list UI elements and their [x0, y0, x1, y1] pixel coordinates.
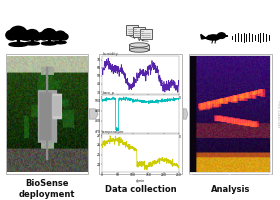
Ellipse shape: [9, 42, 27, 46]
Bar: [17, 37, 19, 45]
Ellipse shape: [52, 34, 60, 40]
Y-axis label: FREQUENCY (kHz): FREQUENCY (kHz): [279, 101, 280, 127]
FancyBboxPatch shape: [189, 54, 272, 174]
Bar: [48, 38, 50, 44]
Ellipse shape: [42, 29, 56, 40]
Ellipse shape: [39, 32, 49, 40]
Text: Analysis: Analysis: [211, 184, 250, 194]
Bar: [129, 45, 149, 50]
Text: baro_p: baro_p: [102, 91, 114, 95]
Ellipse shape: [129, 43, 149, 47]
Text: humidity: humidity: [102, 52, 118, 56]
Text: temperature: temperature: [102, 130, 125, 134]
Ellipse shape: [60, 34, 68, 40]
Ellipse shape: [18, 30, 31, 40]
Polygon shape: [90, 109, 98, 119]
Ellipse shape: [49, 32, 59, 40]
Text: BioSense
deployment: BioSense deployment: [19, 179, 75, 199]
Text: Data collection: Data collection: [105, 184, 176, 194]
X-axis label: d_min: d_min: [136, 179, 145, 183]
FancyBboxPatch shape: [140, 29, 152, 39]
Ellipse shape: [26, 30, 39, 40]
Ellipse shape: [129, 48, 149, 52]
FancyBboxPatch shape: [133, 27, 145, 37]
Ellipse shape: [32, 33, 42, 40]
Ellipse shape: [10, 26, 27, 40]
Ellipse shape: [55, 31, 66, 40]
Ellipse shape: [25, 42, 39, 45]
Ellipse shape: [41, 42, 57, 45]
Ellipse shape: [54, 41, 66, 44]
Bar: [31, 38, 33, 44]
Polygon shape: [206, 35, 220, 40]
FancyBboxPatch shape: [126, 25, 138, 35]
Polygon shape: [183, 109, 188, 119]
Polygon shape: [201, 34, 206, 39]
FancyBboxPatch shape: [6, 54, 88, 174]
Ellipse shape: [6, 30, 18, 40]
FancyBboxPatch shape: [99, 54, 182, 174]
Bar: [59, 38, 61, 43]
Ellipse shape: [23, 33, 32, 40]
Circle shape: [218, 33, 225, 38]
